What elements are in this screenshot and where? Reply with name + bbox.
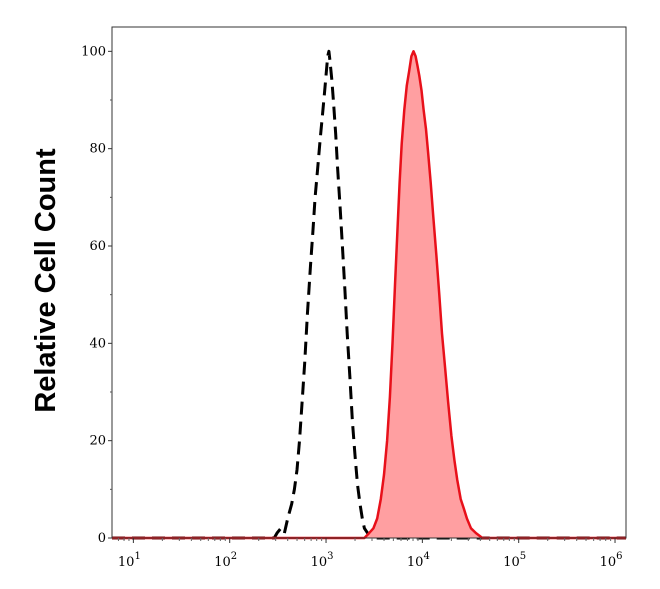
y-tick-label: 40 (89, 336, 106, 351)
x-tick-label: 101 (118, 551, 141, 570)
x-tick-label: 104 (407, 551, 430, 570)
x-tick-label: 102 (214, 551, 237, 570)
y-tick-label: 0 (98, 531, 106, 546)
series-1-line (112, 50, 626, 540)
series-0-line (112, 49, 626, 540)
y-tick-label: 100 (81, 44, 106, 59)
plot-area (112, 49, 626, 540)
x-tick-label: 106 (600, 551, 623, 570)
series-1-fill (112, 51, 626, 539)
y-axis-label: Relative Cell Count (30, 148, 62, 413)
x-axis: 101 102 103 104 105 106 (118, 538, 623, 570)
x-tick-label: 105 (503, 551, 526, 570)
y-tick-label: 60 (89, 239, 106, 254)
plot-frame (111, 26, 627, 539)
y-tick-label: 20 (89, 434, 106, 449)
x-tick-label: 103 (311, 551, 334, 570)
y-tick-label: 80 (89, 142, 106, 157)
y-axis: 0 20 40 60 80 100 (81, 44, 112, 546)
